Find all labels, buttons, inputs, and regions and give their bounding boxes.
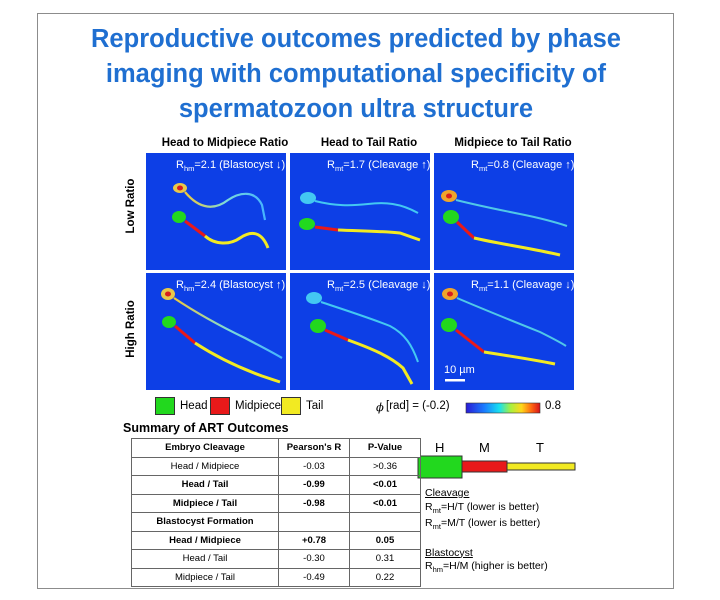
schematic-label-t: T [536,440,544,455]
table-row: Head / Midpiece -0.03 >0.36 [131,456,421,476]
table-row: Head / Tail -0.30 0.31 [131,549,421,569]
table-cell: <0.01 [349,493,421,513]
panel-6-caption: Rmt=1.1 (Cleavage ↓) [471,279,574,293]
schematic-midpiece [461,460,508,473]
table-cell: -0.49 [278,567,350,587]
legend-swatch-tail [281,397,301,415]
table-cell: 0.05 [349,530,421,550]
table-cell: Midpiece / Tail [131,567,279,587]
panel-4-cells [161,288,283,384]
legend-label-midpiece: Midpiece [235,400,282,412]
column-header-midpiece-tail: Midpiece to Tail Ratio [454,137,572,149]
table-cell: Head / Tail [131,475,279,495]
scale-bar-label: 10 µm [444,364,475,376]
table-cell: -0.03 [278,456,350,476]
table-cell: Midpiece / Tail [131,493,279,513]
table-cell: Blastocyst Formation [131,512,279,532]
cleavage-definition-1: Rmt=H/T (lower is better) [425,500,540,515]
blastocyst-definition: Rhm=H/M (higher is better) [425,560,548,575]
panel-6-cells [441,288,567,366]
table-cell: Head / Midpiece [131,456,279,476]
schematic-label-h: H [435,440,445,455]
schematic-label-m: M [479,440,490,455]
art-outcomes-table: Embryo Cleavage Pearson's R P-Value Head… [131,438,421,587]
table-row: Head / Tail -0.99 <0.01 [131,475,421,495]
cleavage-heading: Cleavage [425,487,470,499]
art-summary-title: Summary of ART Outcomes [123,421,289,435]
table-cell: 0.22 [349,567,421,587]
table-cell: -0.98 [278,493,350,513]
panel-5-caption: Rmt=2.5 (Cleavage ↓) [327,279,430,293]
table-cell [278,512,350,532]
table-cell: >0.36 [349,456,421,476]
table-cell: -0.99 [278,475,350,495]
colorbar-phi-symbol: ϕ [376,400,384,414]
table-cell [349,512,421,532]
table-row: Head / Midpiece +0.78 0.05 [131,530,421,550]
panel-3-caption: Rmt=0.8 (Cleavage ↑) [471,159,574,173]
table-header-cell: Embryo Cleavage [131,438,279,458]
region-legend: Head Midpiece Tail ϕ [rad] = (-0.2) 0.8 [0,397,720,417]
ratio-definitions: Cleavage Rmt=H/T (lower is better) Rmt=M… [425,487,548,577]
table-section-row: Blastocyst Formation [131,512,421,532]
colorbar-max: 0.8 [545,400,561,412]
figure-title: Reproductive outcomes predicted by phase… [91,25,621,123]
column-header-head-midpiece: Head to Midpiece Ratio [161,137,289,149]
panel-3-cells [441,190,568,257]
legend-label-tail: Tail [306,400,324,412]
colorbar-label: [rad] = (-0.2) [386,400,450,412]
table-cell: +0.78 [278,530,350,550]
panel-5-cells [306,292,419,385]
schematic-head [417,455,463,479]
table-cell: Head / Midpiece [131,530,279,550]
table-row: Midpiece / Tail -0.98 <0.01 [131,493,421,513]
table-header-cell: Pearson's R [278,438,350,458]
legend-swatch-midpiece [210,397,230,415]
panel-2-cells [299,192,421,242]
table-cell: 0.31 [349,549,421,569]
panel-1-caption: Rhm=2.1 (Blastocyst ↓) [176,159,285,173]
panel-4-caption: Rhm=2.4 (Blastocyst ↑) [176,279,285,293]
legend-swatch-head [155,397,175,415]
panel-2-caption: Rmt=1.7 (Cleavage ↑) [327,159,430,173]
table-cell: <0.01 [349,475,421,495]
panel-2 [290,153,430,270]
cleavage-definition-2: Rmt=M/T (lower is better) [425,517,541,532]
table-cell: Head / Tail [131,549,279,569]
panel-1-cells [172,183,270,249]
table-header-cell: P-Value [349,438,421,458]
figure-frame [37,13,674,589]
legend-label-head: Head [180,400,208,412]
column-header-head-tail: Head to Tail Ratio [320,137,418,149]
blastocyst-heading: Blastocyst [425,546,473,559]
colorbar [465,402,541,414]
table-row: Midpiece / Tail -0.49 0.22 [131,567,421,587]
table-cell: -0.30 [278,549,350,569]
table-header-row: Embryo Cleavage Pearson's R P-Value [131,438,421,458]
scale-bar [445,379,465,382]
schematic-tail [506,462,576,471]
